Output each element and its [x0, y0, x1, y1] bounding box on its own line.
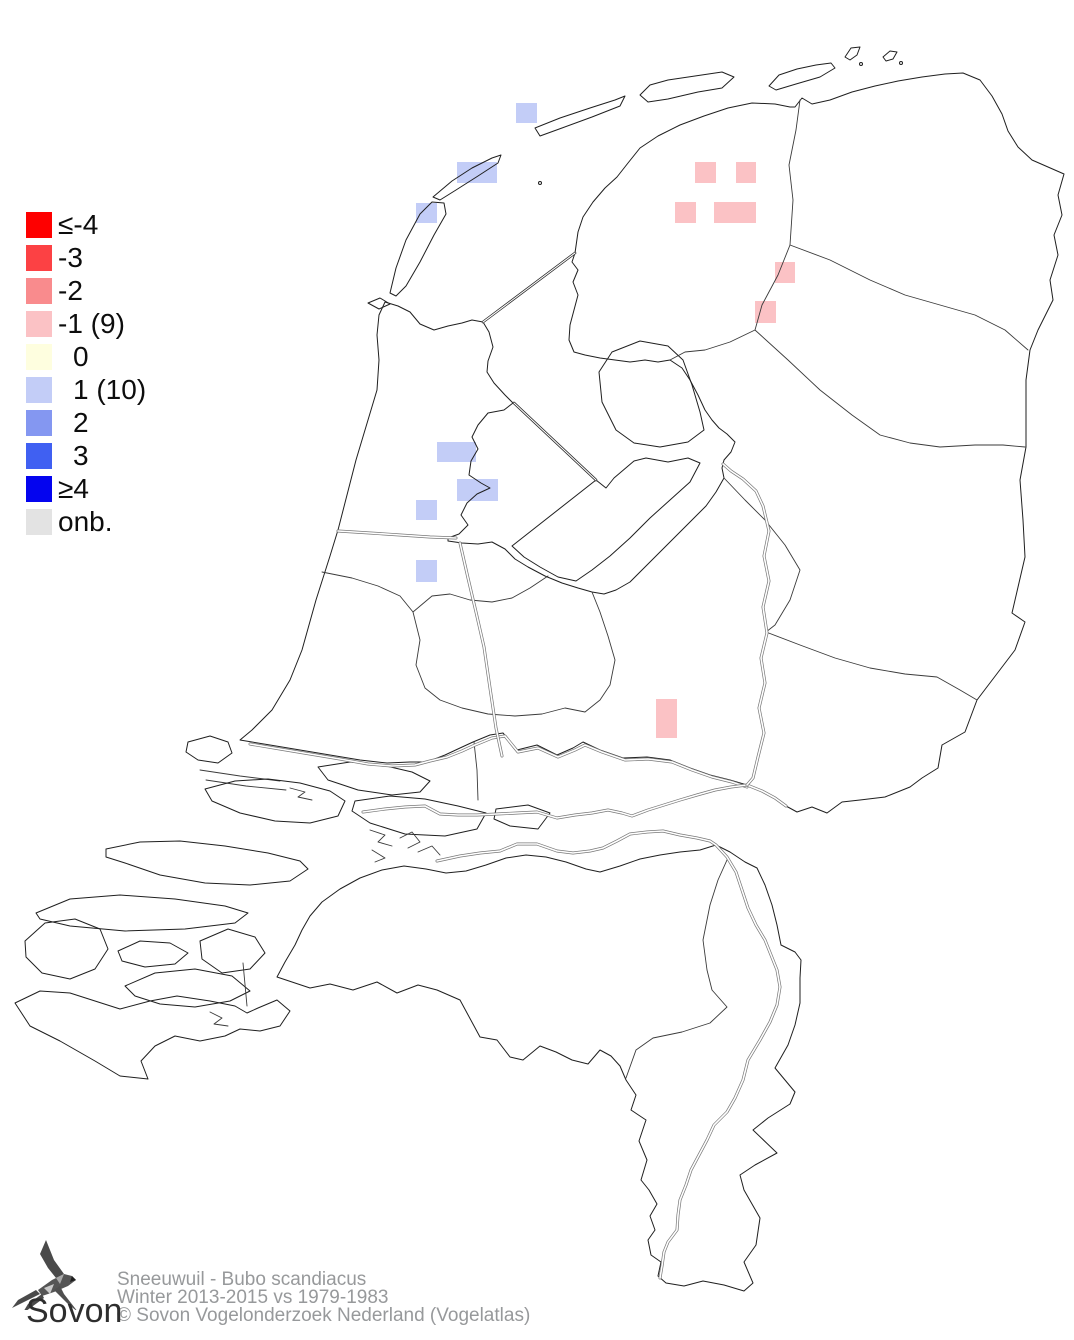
legend-swatch-icon [26, 409, 52, 436]
legend-swatch-icon [26, 508, 52, 535]
legend-label: ≤-4 [58, 209, 99, 240]
dikes-layer [481, 251, 598, 482]
rivers-layer [248, 462, 788, 1280]
change-cell [695, 162, 716, 183]
legend-label: -3 [58, 242, 83, 273]
legend-item: -2 [26, 274, 146, 307]
change-cell [457, 479, 498, 501]
change-cell [755, 301, 776, 323]
change-cell [416, 203, 437, 223]
copyright-line: © Sovon Vogelonderzoek Nederland (Vogela… [117, 1305, 531, 1327]
legend-item: 1 (10) [26, 373, 146, 406]
legend-item: onb. [26, 505, 146, 538]
change-cell [675, 202, 696, 223]
legend-item: -3 [26, 241, 146, 274]
legend-swatch-icon [26, 277, 52, 304]
legend-swatch-icon [26, 376, 52, 403]
legend-label: 3 [73, 440, 89, 471]
change-cell [437, 442, 476, 462]
change-cell [516, 103, 537, 123]
change-cell [457, 162, 497, 183]
change-cell [775, 262, 795, 283]
sovon-wordmark: Sovon [26, 1292, 123, 1330]
legend-label: onb. [58, 506, 113, 537]
legend-label: 0 [73, 341, 89, 372]
legend-swatch-icon [26, 310, 52, 337]
legend-label: ≥4 [58, 473, 89, 504]
legend-label: 1 (10) [73, 374, 147, 405]
legend-label: -1 (9) [58, 308, 125, 339]
legend-item: 2 [26, 406, 146, 439]
legend-swatch-icon [26, 211, 52, 238]
survey-period: Winter 2013-2015 vs 1979-1983 [117, 1287, 389, 1309]
legend-item: 0 [26, 340, 146, 373]
footer-caption: Sneeuwuil - Bubo scandiacus Winter 2013-… [117, 1269, 531, 1327]
legend-swatch-icon [26, 343, 52, 370]
legend-label: -2 [58, 275, 83, 306]
legend: ≤-4 -3 -2 -1 (9) 0 1 (10) 2 3 ≥4 onb. [26, 208, 146, 538]
species-name: Sneeuwuil - Bubo scandiacus [117, 1269, 367, 1290]
legend-item: ≤-4 [26, 208, 146, 241]
legend-swatch-icon [26, 244, 52, 271]
legend-swatch-icon [26, 442, 52, 469]
legend-item: ≥4 [26, 472, 146, 505]
change-cell [656, 699, 677, 738]
change-cell [736, 162, 756, 183]
sovon-bird-logo-icon [12, 1240, 77, 1310]
change-cell [416, 500, 437, 520]
legend-label: 2 [73, 407, 89, 438]
legend-item: -1 (9) [26, 307, 146, 340]
legend-item: 3 [26, 439, 146, 472]
change-cell [714, 202, 756, 223]
change-cell [416, 560, 437, 582]
change-cells-layer [416, 103, 795, 738]
legend-swatch-icon [26, 475, 52, 502]
map-outline-layer [14, 46, 1065, 1292]
